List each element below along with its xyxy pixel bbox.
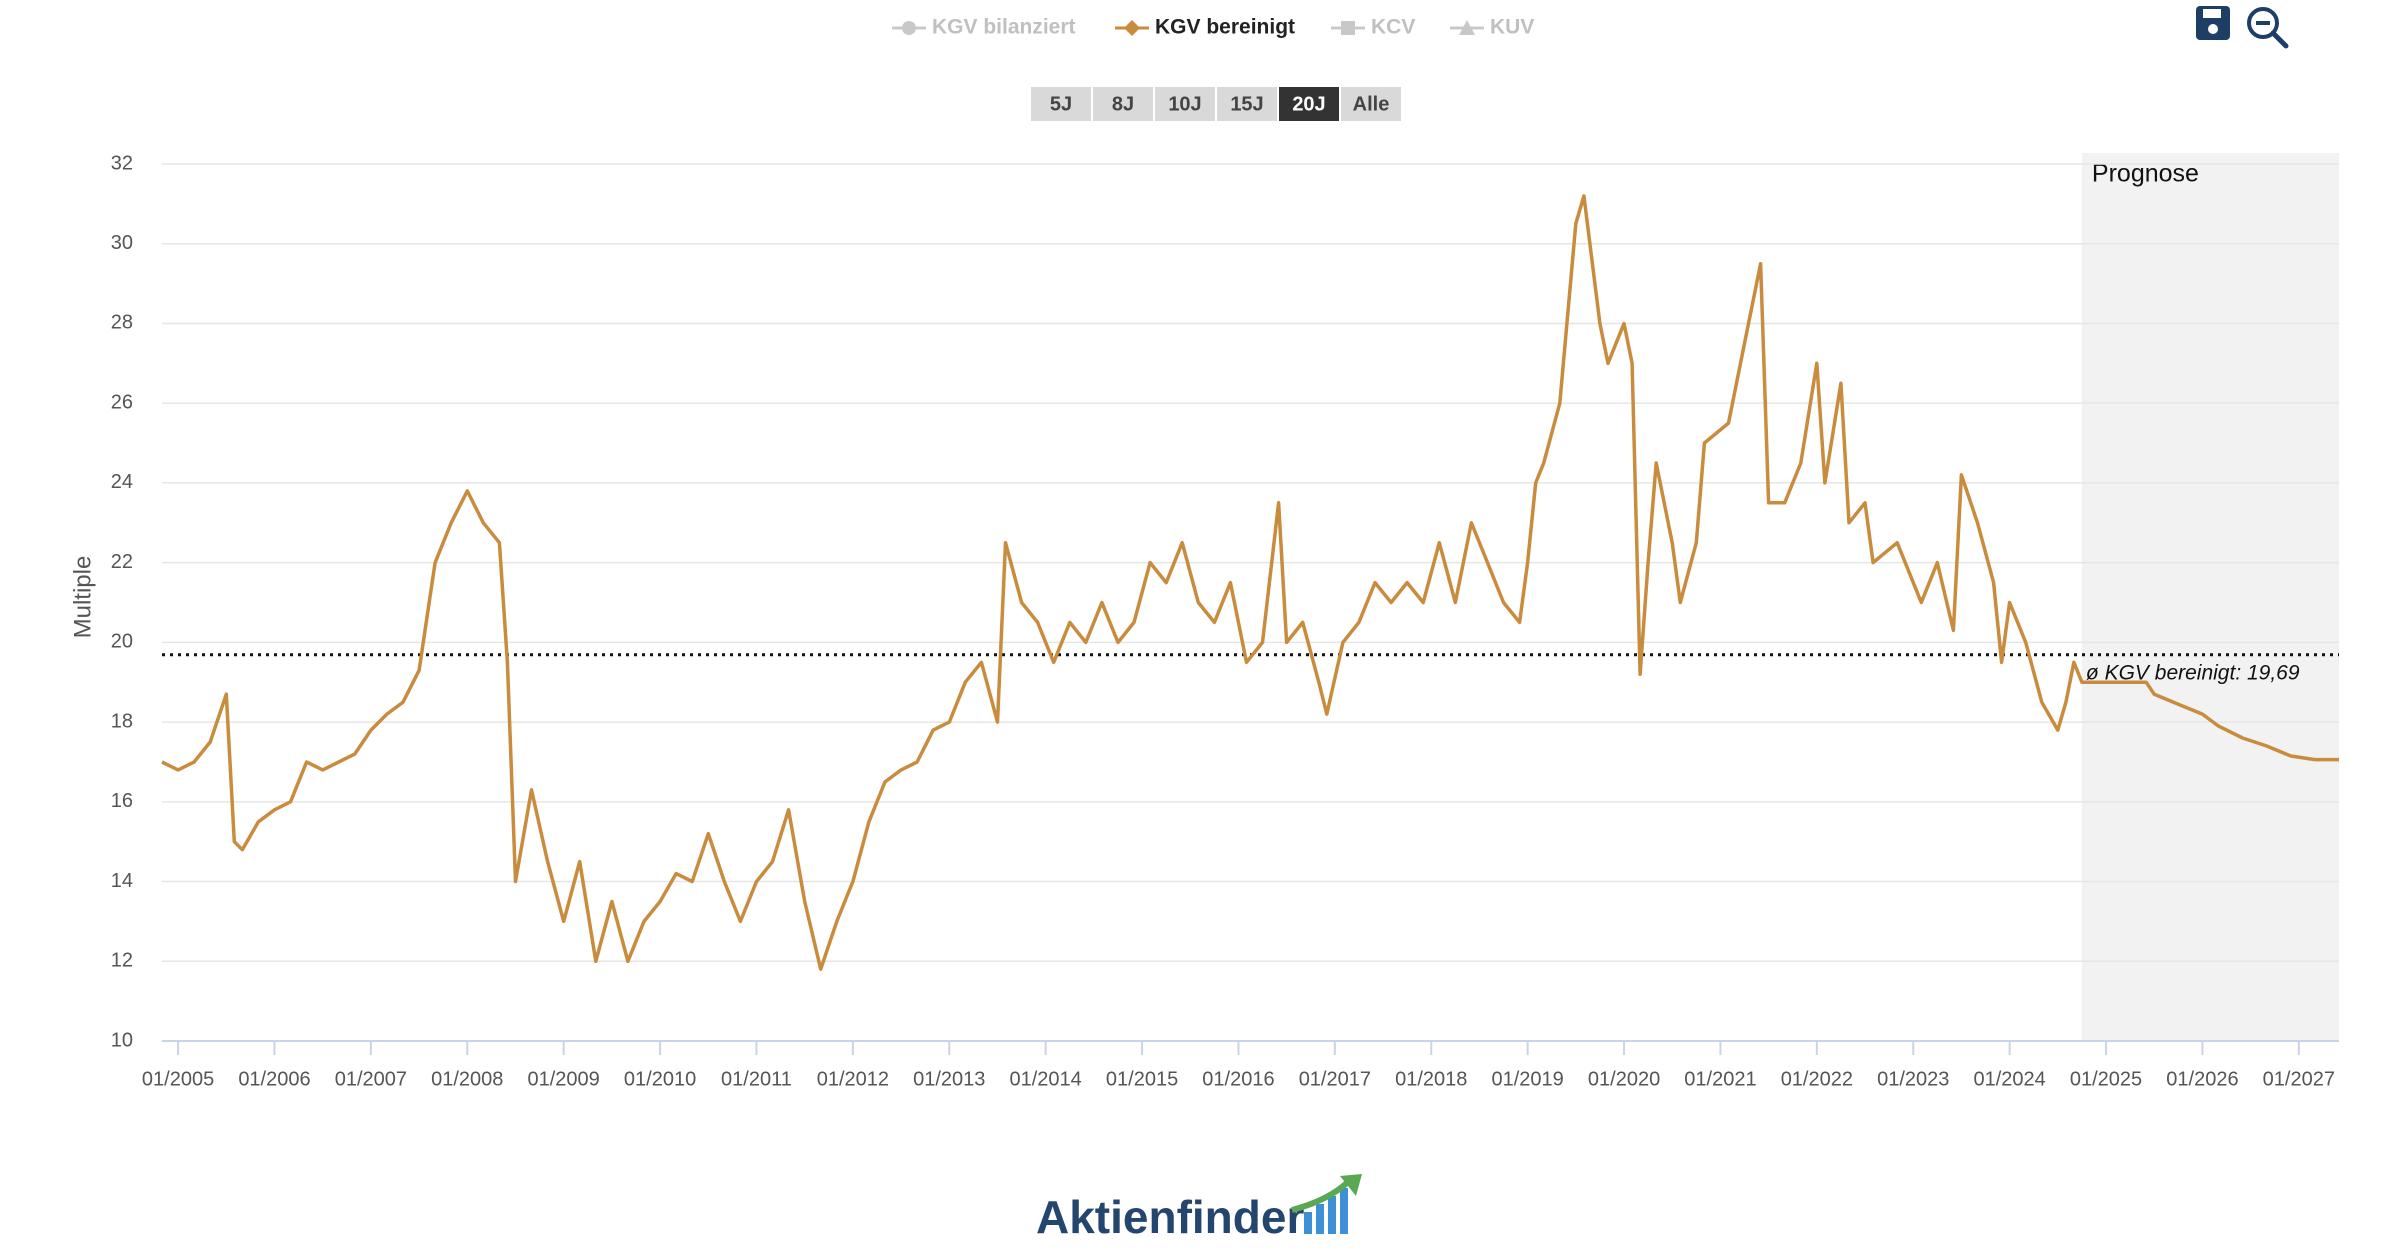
legend-item[interactable]: KUV xyxy=(1450,16,1534,39)
x-tick-label: 01/2014 xyxy=(1010,1068,1082,1090)
logo: Aktienfinder xyxy=(1036,1174,1362,1243)
x-tick-label: 01/2020 xyxy=(1588,1068,1660,1090)
x-tick-label: 01/2023 xyxy=(1877,1068,1949,1090)
legend-marker xyxy=(1124,20,1140,36)
legend-label: KCV xyxy=(1371,16,1415,39)
x-tick-label: 01/2006 xyxy=(238,1068,310,1090)
range-button[interactable]: 10J xyxy=(1155,87,1215,121)
x-tick-label: 01/2013 xyxy=(913,1068,985,1090)
x-tick-label: 01/2007 xyxy=(335,1068,407,1090)
y-axis-label: Multiple xyxy=(69,556,96,639)
range-button[interactable]: Alle xyxy=(1341,87,1401,121)
x-tick-label: 01/2005 xyxy=(142,1068,214,1090)
x-tick-label: 01/2025 xyxy=(2070,1068,2142,1090)
range-button-label: 20J xyxy=(1292,93,1325,115)
range-button-bg xyxy=(1217,87,1277,121)
y-tick-label: 32 xyxy=(111,152,133,174)
range-button[interactable]: 20J xyxy=(1279,87,1339,121)
range-button-label: 8J xyxy=(1112,93,1134,115)
range-button-bg xyxy=(1155,87,1215,121)
x-tick-label: 01/2022 xyxy=(1781,1068,1853,1090)
x-tick-label: 01/2011 xyxy=(721,1068,792,1090)
x-tick-label: 01/2018 xyxy=(1395,1068,1467,1090)
y-tick-label: 20 xyxy=(111,631,133,653)
range-button[interactable]: 8J xyxy=(1093,87,1153,121)
range-button[interactable]: 15J xyxy=(1217,87,1277,121)
y-tick-label: 14 xyxy=(111,870,133,892)
x-tick-label: 01/2009 xyxy=(528,1068,600,1090)
x-tick-label: 01/2024 xyxy=(1973,1068,2045,1090)
x-tick-label: 01/2019 xyxy=(1491,1068,1563,1090)
y-tick-label: 10 xyxy=(111,1029,133,1051)
x-tick-label: 01/2016 xyxy=(1202,1068,1274,1090)
legend-marker xyxy=(902,21,916,35)
range-button-bg xyxy=(1031,87,1091,121)
forecast-area xyxy=(2081,153,2339,1041)
data-line xyxy=(161,194,2339,971)
x-tick-label: 01/2012 xyxy=(817,1068,889,1090)
range-button-label: 5J xyxy=(1050,93,1072,115)
x-tick-label: 01/2026 xyxy=(2166,1068,2238,1090)
legend-label: KGV bilanziert xyxy=(932,16,1076,39)
x-tick-label: 01/2027 xyxy=(2263,1068,2335,1090)
legend-label: KGV bereinigt xyxy=(1155,16,1295,39)
range-button-label: 10J xyxy=(1168,93,1201,115)
zoom-out-icon[interactable] xyxy=(2247,7,2289,49)
x-tick-label: 01/2021 xyxy=(1684,1068,1756,1090)
range-button-bg xyxy=(1341,87,1401,121)
y-tick-label: 26 xyxy=(111,391,133,413)
save-icon[interactable] xyxy=(2196,6,2230,40)
range-button-label: 15J xyxy=(1230,93,1263,115)
y-tick-label: 24 xyxy=(111,471,133,493)
y-tick-label: 30 xyxy=(111,232,133,254)
range-button-label: Alle xyxy=(1353,93,1390,115)
x-tick-label: 01/2015 xyxy=(1106,1068,1178,1090)
legend-item[interactable]: KGV bereinigt xyxy=(1115,16,1295,39)
legend-item[interactable]: KCV xyxy=(1331,16,1415,39)
range-button[interactable]: 5J xyxy=(1031,87,1091,121)
y-tick-label: 22 xyxy=(111,551,133,573)
legend-marker xyxy=(1341,21,1355,35)
range-button-bg xyxy=(1279,87,1339,121)
legend-label: KUV xyxy=(1490,16,1534,39)
x-tick-label: 01/2008 xyxy=(431,1068,503,1090)
range-button-bg xyxy=(1093,87,1153,121)
average-label: ø KGV bereinigt: 19,69 xyxy=(2086,661,2300,684)
x-tick-label: 01/2017 xyxy=(1299,1068,1371,1090)
legend-item[interactable]: KGV bilanziert xyxy=(892,16,1076,39)
y-tick-label: 18 xyxy=(111,710,133,732)
y-tick-label: 16 xyxy=(111,790,133,812)
logo-text: Aktienfinder xyxy=(1036,1191,1304,1243)
x-tick-label: 01/2010 xyxy=(624,1068,696,1090)
y-tick-label: 28 xyxy=(111,312,133,334)
y-tick-label: 12 xyxy=(111,950,133,972)
legend-marker xyxy=(1459,20,1475,35)
